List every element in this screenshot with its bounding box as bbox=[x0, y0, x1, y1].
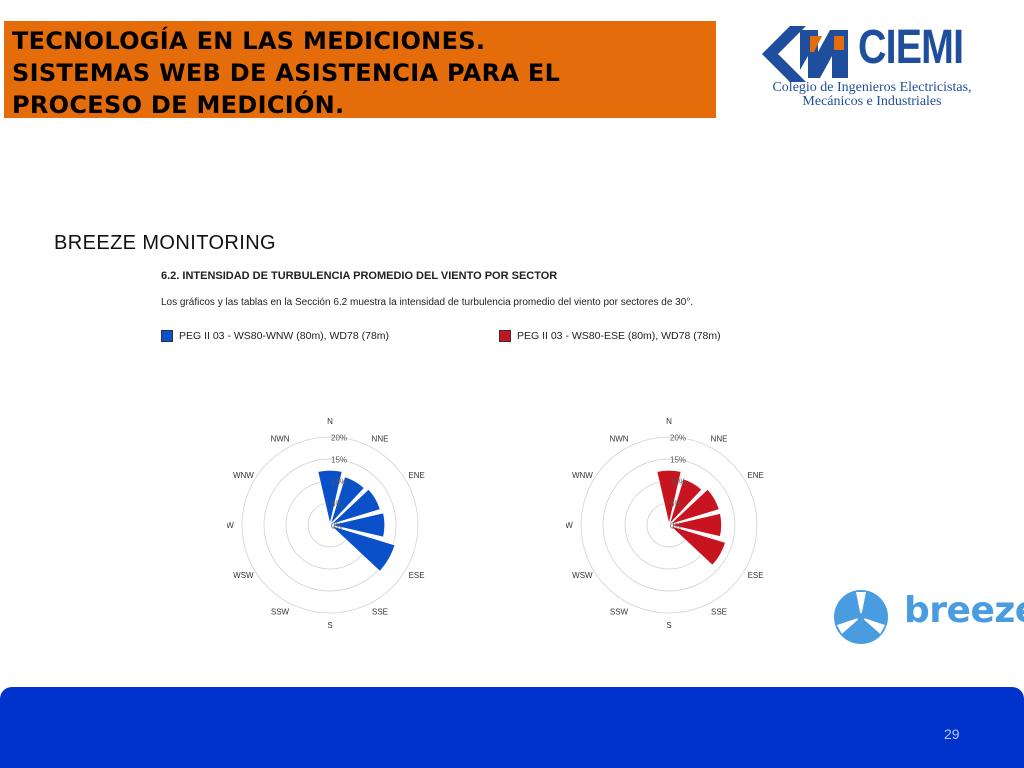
direction-label-ese: ESE bbox=[748, 571, 764, 580]
footer-bar bbox=[0, 687, 1024, 768]
direction-label-s: S bbox=[327, 621, 332, 630]
radial-tick-label: 0% bbox=[331, 522, 343, 531]
title-line-3: PROCESO DE MEDICIÓN. bbox=[12, 91, 345, 119]
legend-label-red: PEG II 03 - WS80-ESE (80m), WD78 (78m) bbox=[517, 330, 721, 342]
ciemi-logo-name: CIEMI bbox=[858, 21, 964, 74]
direction-label-s: S bbox=[666, 621, 671, 630]
rose-bar-n bbox=[316, 469, 344, 526]
turbulence-rose-blue: 0%5%10%15%20%NNNEENEEESESSESSSWWSWWWNWNW… bbox=[227, 417, 425, 630]
grid-circle bbox=[580, 436, 758, 614]
ciemi-subtitle-line-2: Mecánicos e Industriales bbox=[802, 94, 942, 109]
radial-tick-label: 10% bbox=[670, 478, 686, 487]
title-line-1: TECNOLOGÍA EN LAS MEDICIONES. bbox=[12, 27, 486, 55]
direction-label-w: W bbox=[227, 521, 234, 530]
direction-label-ssw: SSW bbox=[610, 608, 629, 617]
radial-tick-label: 15% bbox=[331, 456, 347, 465]
direction-label-wnw: WNW bbox=[233, 471, 254, 480]
direction-label-sse: SSE bbox=[711, 608, 727, 617]
direction-label-n: N bbox=[666, 417, 672, 426]
radial-tick-label: 20% bbox=[670, 434, 686, 443]
rose-bar-ese bbox=[329, 524, 396, 573]
section-label: BREEZE MONITORING bbox=[54, 232, 277, 254]
legend-swatch-red bbox=[499, 330, 511, 342]
direction-label-w: W bbox=[566, 521, 573, 530]
rose-bar-nne bbox=[668, 477, 703, 526]
direction-label-ssw: SSW bbox=[271, 608, 290, 617]
direction-label-ese: ESE bbox=[409, 571, 425, 580]
title-line-2: SISTEMAS WEB DE ASISTENCIA PARA EL bbox=[12, 59, 561, 87]
direction-label-wsw: WSW bbox=[572, 571, 593, 580]
rose-bar-e bbox=[668, 512, 723, 538]
rose-bar-e bbox=[329, 511, 386, 539]
rose-bar-ese bbox=[668, 524, 727, 567]
radial-tick-label: 5% bbox=[331, 500, 343, 509]
turbulence-rose-red: 0%5%10%15%20%NNNEENEEESESSESSSWWSWWWNWNW… bbox=[566, 417, 764, 630]
page-title: TECNOLOGÍA EN LAS MEDICIONES. SISTEMAS W… bbox=[12, 25, 712, 121]
breeze-turbine-icon bbox=[834, 590, 888, 644]
rose-bar-ene bbox=[329, 488, 382, 526]
rose-bar-ene bbox=[668, 488, 721, 526]
rose-bar-n bbox=[655, 469, 683, 526]
radial-tick-label: 20% bbox=[331, 434, 347, 443]
ciemi-logo: CIEMI Colegio de Ingenieros Electricista… bbox=[758, 18, 978, 113]
legend-swatch-blue bbox=[161, 330, 173, 342]
radial-tick-label: 15% bbox=[670, 456, 686, 465]
page-number: 29 bbox=[944, 726, 960, 742]
rose-bar-nne bbox=[329, 475, 366, 526]
direction-label-nne: NNE bbox=[372, 434, 389, 443]
grid-circle bbox=[602, 458, 736, 592]
report-heading: 6.2. INTENSIDAD DE TURBULENCIA PROMEDIO … bbox=[161, 270, 558, 282]
grid-circle bbox=[263, 458, 397, 592]
ciemi-mark-icon bbox=[762, 26, 848, 82]
radial-tick-label: 5% bbox=[670, 500, 682, 509]
legend-item-red: PEG II 03 - WS80-ESE (80m), WD78 (78m) bbox=[499, 330, 721, 342]
direction-label-sse: SSE bbox=[372, 608, 388, 617]
direction-label-nwn: NWN bbox=[270, 434, 289, 443]
direction-label-wnw: WNW bbox=[572, 471, 593, 480]
legend-label-blue: PEG II 03 - WS80-WNW (80m), WD78 (78m) bbox=[179, 330, 390, 342]
direction-label-n: N bbox=[327, 417, 333, 426]
report-description: Los gráficos y las tablas en la Sección … bbox=[161, 297, 694, 308]
ciemi-subtitle-line-1: Colegio de Ingenieros Electricistas, bbox=[772, 80, 972, 95]
grid-circle bbox=[241, 436, 419, 614]
direction-label-ene: ENE bbox=[408, 471, 424, 480]
breeze-logo-word: breeze bbox=[904, 590, 1024, 631]
title-banner: TECNOLOGÍA EN LAS MEDICIONES. SISTEMAS W… bbox=[4, 21, 716, 121]
legend-item-blue: PEG II 03 - WS80-WNW (80m), WD78 (78m) bbox=[161, 330, 389, 342]
radial-tick-label: 10% bbox=[331, 478, 347, 487]
direction-label-wsw: WSW bbox=[233, 571, 254, 580]
radial-tick-label: 0% bbox=[670, 522, 682, 531]
direction-label-nne: NNE bbox=[711, 434, 728, 443]
direction-label-ene: ENE bbox=[747, 471, 763, 480]
direction-label-nwn: NWN bbox=[609, 434, 628, 443]
breeze-logo: breeze bbox=[832, 588, 1024, 650]
